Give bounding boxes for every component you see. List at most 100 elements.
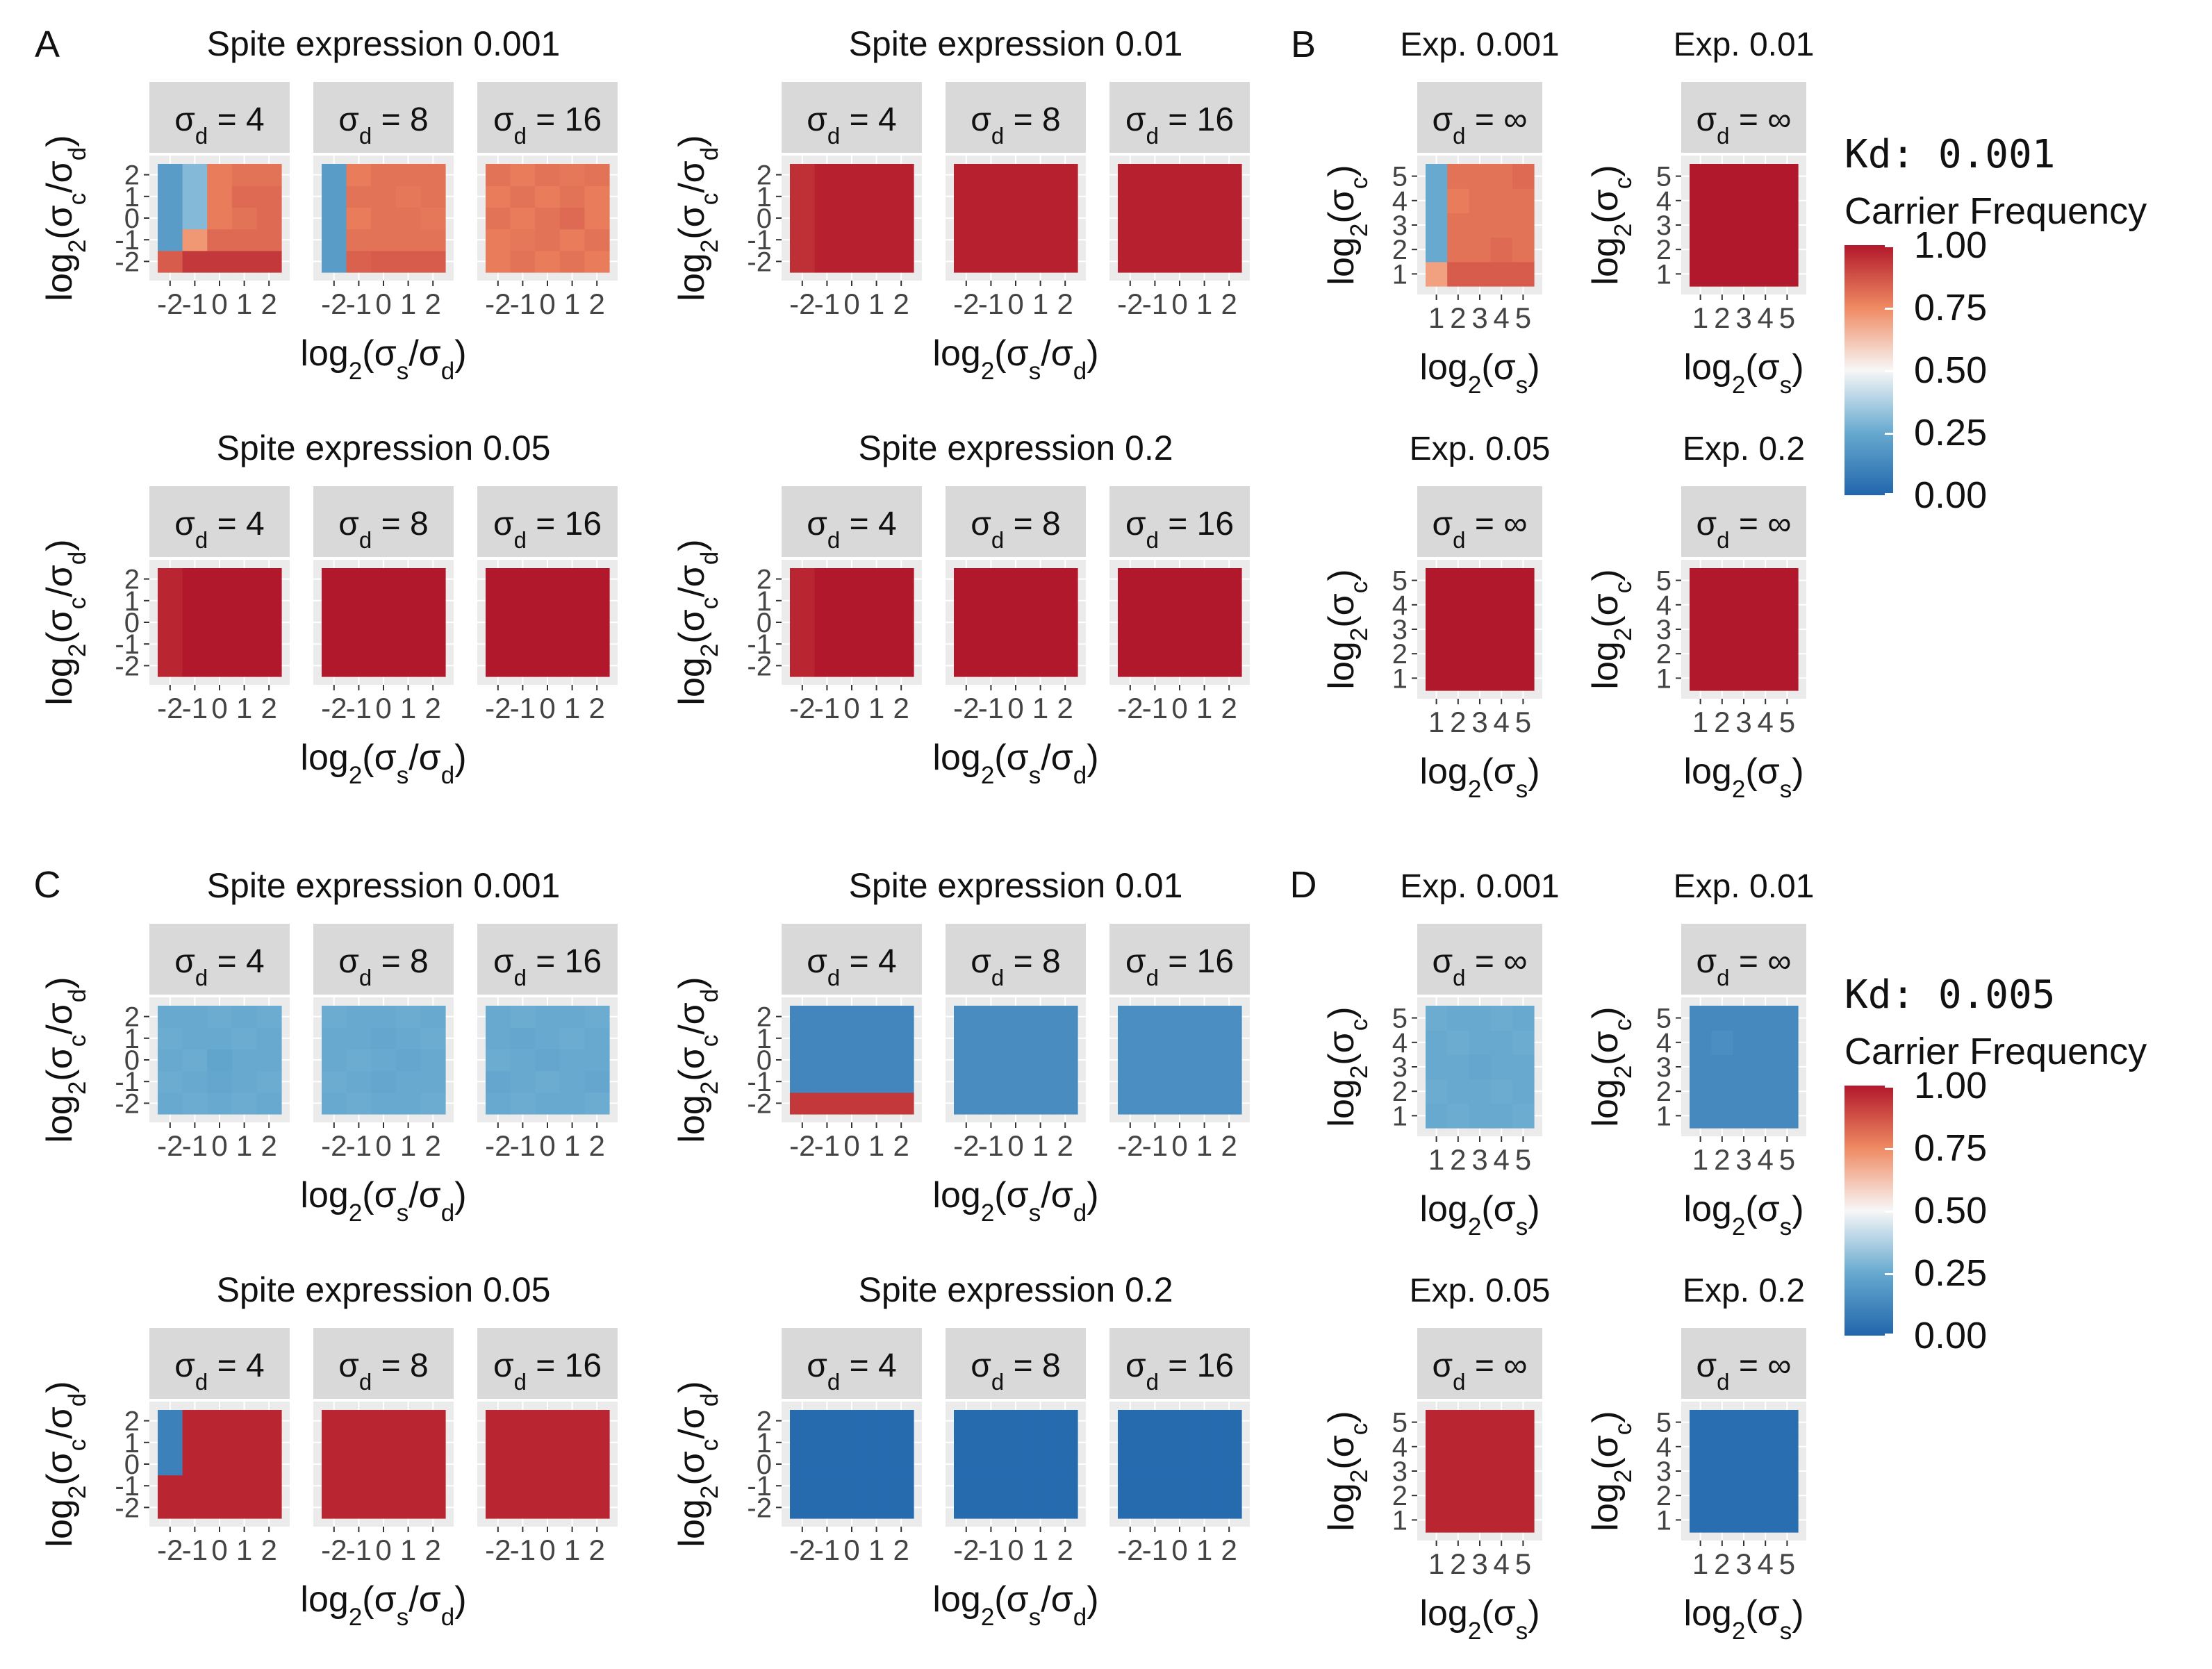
svg-text:log2(σc/σd): log2(σc/σd)	[40, 1381, 91, 1547]
x-tick-label: 2	[1714, 1143, 1730, 1176]
heatmap-cell	[535, 1496, 561, 1519]
x-tick-label: 1	[1032, 1129, 1048, 1162]
x-tick-label: -1	[510, 288, 536, 320]
heatmap-cell	[1469, 188, 1492, 213]
heatmap-cell	[231, 1453, 257, 1476]
heatmap-cell	[954, 1070, 980, 1093]
heatmap-cell	[231, 1410, 257, 1432]
y-tick-label: -1	[115, 225, 140, 256]
heatmap-cell	[1490, 1410, 1513, 1435]
heatmap-cell	[1216, 1070, 1242, 1093]
heatmap-cell	[346, 1027, 372, 1049]
heatmap-cell	[395, 611, 421, 634]
heatmap-cell	[510, 611, 536, 634]
x-tick-label: -1	[510, 1534, 536, 1566]
y-tick-label: 2	[1392, 639, 1408, 670]
heatmap-cell	[559, 1027, 585, 1049]
heatmap-cell	[1191, 1027, 1217, 1049]
heatmap-cell	[1754, 1434, 1777, 1459]
heatmap-cell	[207, 1027, 233, 1049]
x-tick-label: 1	[564, 1129, 580, 1162]
heatmap-cell	[420, 611, 446, 634]
heatmap-cell	[346, 568, 372, 590]
heatmap-cell	[889, 1475, 914, 1497]
x-tick-label: -2	[157, 1534, 183, 1566]
y-tick-label: 3	[1656, 615, 1672, 645]
heatmap-cell	[158, 1027, 183, 1049]
facet-strip-label: σd = 16	[1125, 1347, 1234, 1395]
heatmap-cell	[182, 568, 208, 590]
heatmap-cell	[1733, 164, 1756, 189]
x-tick-label: 1	[868, 1534, 884, 1566]
chart-title: Spite expression 0.01	[849, 24, 1183, 63]
facet-strip-label: σd = 16	[1125, 101, 1234, 149]
heatmap-cell	[346, 590, 372, 612]
x-tick-label: 0	[1007, 692, 1023, 724]
heatmap-cell	[559, 185, 585, 208]
heatmap-cell	[1711, 213, 1733, 238]
heatmap-cell	[231, 568, 257, 590]
heatmap-cell	[1690, 592, 1712, 617]
heatmap-cell	[1711, 1079, 1733, 1104]
legend-title: Carrier Frequency	[1844, 1031, 2147, 1072]
heatmap-cell	[420, 633, 446, 656]
facet-strip	[1417, 486, 1542, 557]
x-tick-labels: -2-1 0 1 2	[1117, 288, 1237, 320]
heatmap-cell	[584, 1027, 610, 1049]
heatmap-cell	[1118, 1049, 1144, 1072]
heatmap-cell	[1690, 641, 1712, 667]
heatmap-cell	[1118, 250, 1144, 273]
heatmap-cell	[1469, 617, 1492, 642]
x-tick-label: 1	[868, 288, 884, 320]
heatmap-cell	[1776, 1006, 1799, 1031]
facet-strip	[782, 486, 922, 557]
heatmap-cell	[158, 568, 183, 590]
y-tick-label: 3	[1392, 1456, 1408, 1487]
heatmap-cell	[1142, 185, 1168, 208]
heatmap-cell	[486, 1475, 511, 1497]
heatmap-cell	[1711, 1410, 1733, 1435]
heatmap-cell	[839, 1027, 865, 1049]
heatmap-cell	[559, 611, 585, 634]
heatmap-cell	[1690, 665, 1712, 691]
heatmap-cell	[1754, 568, 1777, 593]
heatmap-cell	[346, 250, 372, 273]
heatmap-cell	[322, 1410, 347, 1432]
heatmap-cell	[1711, 188, 1733, 213]
heatmap-cell	[814, 633, 840, 656]
heatmap-cell	[814, 1049, 840, 1072]
heatmap-cell	[1426, 1006, 1448, 1031]
heatmap-cell	[346, 1049, 372, 1072]
heatmap-cell	[814, 207, 840, 230]
heatmap-cell	[584, 1410, 610, 1432]
heatmap-cell	[158, 654, 183, 677]
svg-text:log2(σc): log2(σc)	[1321, 569, 1373, 689]
heatmap-cell	[978, 654, 1004, 677]
heatmap-cell	[1118, 1006, 1144, 1028]
heatmap-cell	[1469, 665, 1492, 691]
heatmap-cell	[510, 1070, 536, 1093]
svg-text:log2(σs/σd): log2(σs/σd)	[300, 1579, 466, 1631]
x-tick-label: -1	[814, 692, 840, 724]
heatmap-cell	[1191, 1410, 1217, 1432]
y-tick-label: -1	[747, 225, 772, 256]
heatmap-cell	[1118, 207, 1144, 230]
heatmap-cell	[486, 207, 511, 230]
y-tick-label: 5	[1392, 162, 1408, 192]
y-tick-label: 3	[1656, 1052, 1672, 1083]
heatmap-cell	[231, 1431, 257, 1454]
heatmap-cell	[839, 633, 865, 656]
heatmap-cell	[1447, 1054, 1469, 1080]
heatmap-cell	[1690, 1030, 1712, 1055]
heatmap-cell	[839, 185, 865, 208]
heatmap-cell	[256, 1496, 282, 1519]
heatmap-cell	[1447, 1434, 1469, 1459]
facet-strip-label: σd = 16	[493, 943, 602, 990]
heatmap-cell	[1053, 229, 1078, 251]
heatmap-cell	[954, 207, 980, 230]
heatmap-cell	[1512, 1030, 1535, 1055]
x-tick-label: 2	[1057, 1534, 1073, 1566]
heatmap-cell	[1216, 654, 1242, 677]
